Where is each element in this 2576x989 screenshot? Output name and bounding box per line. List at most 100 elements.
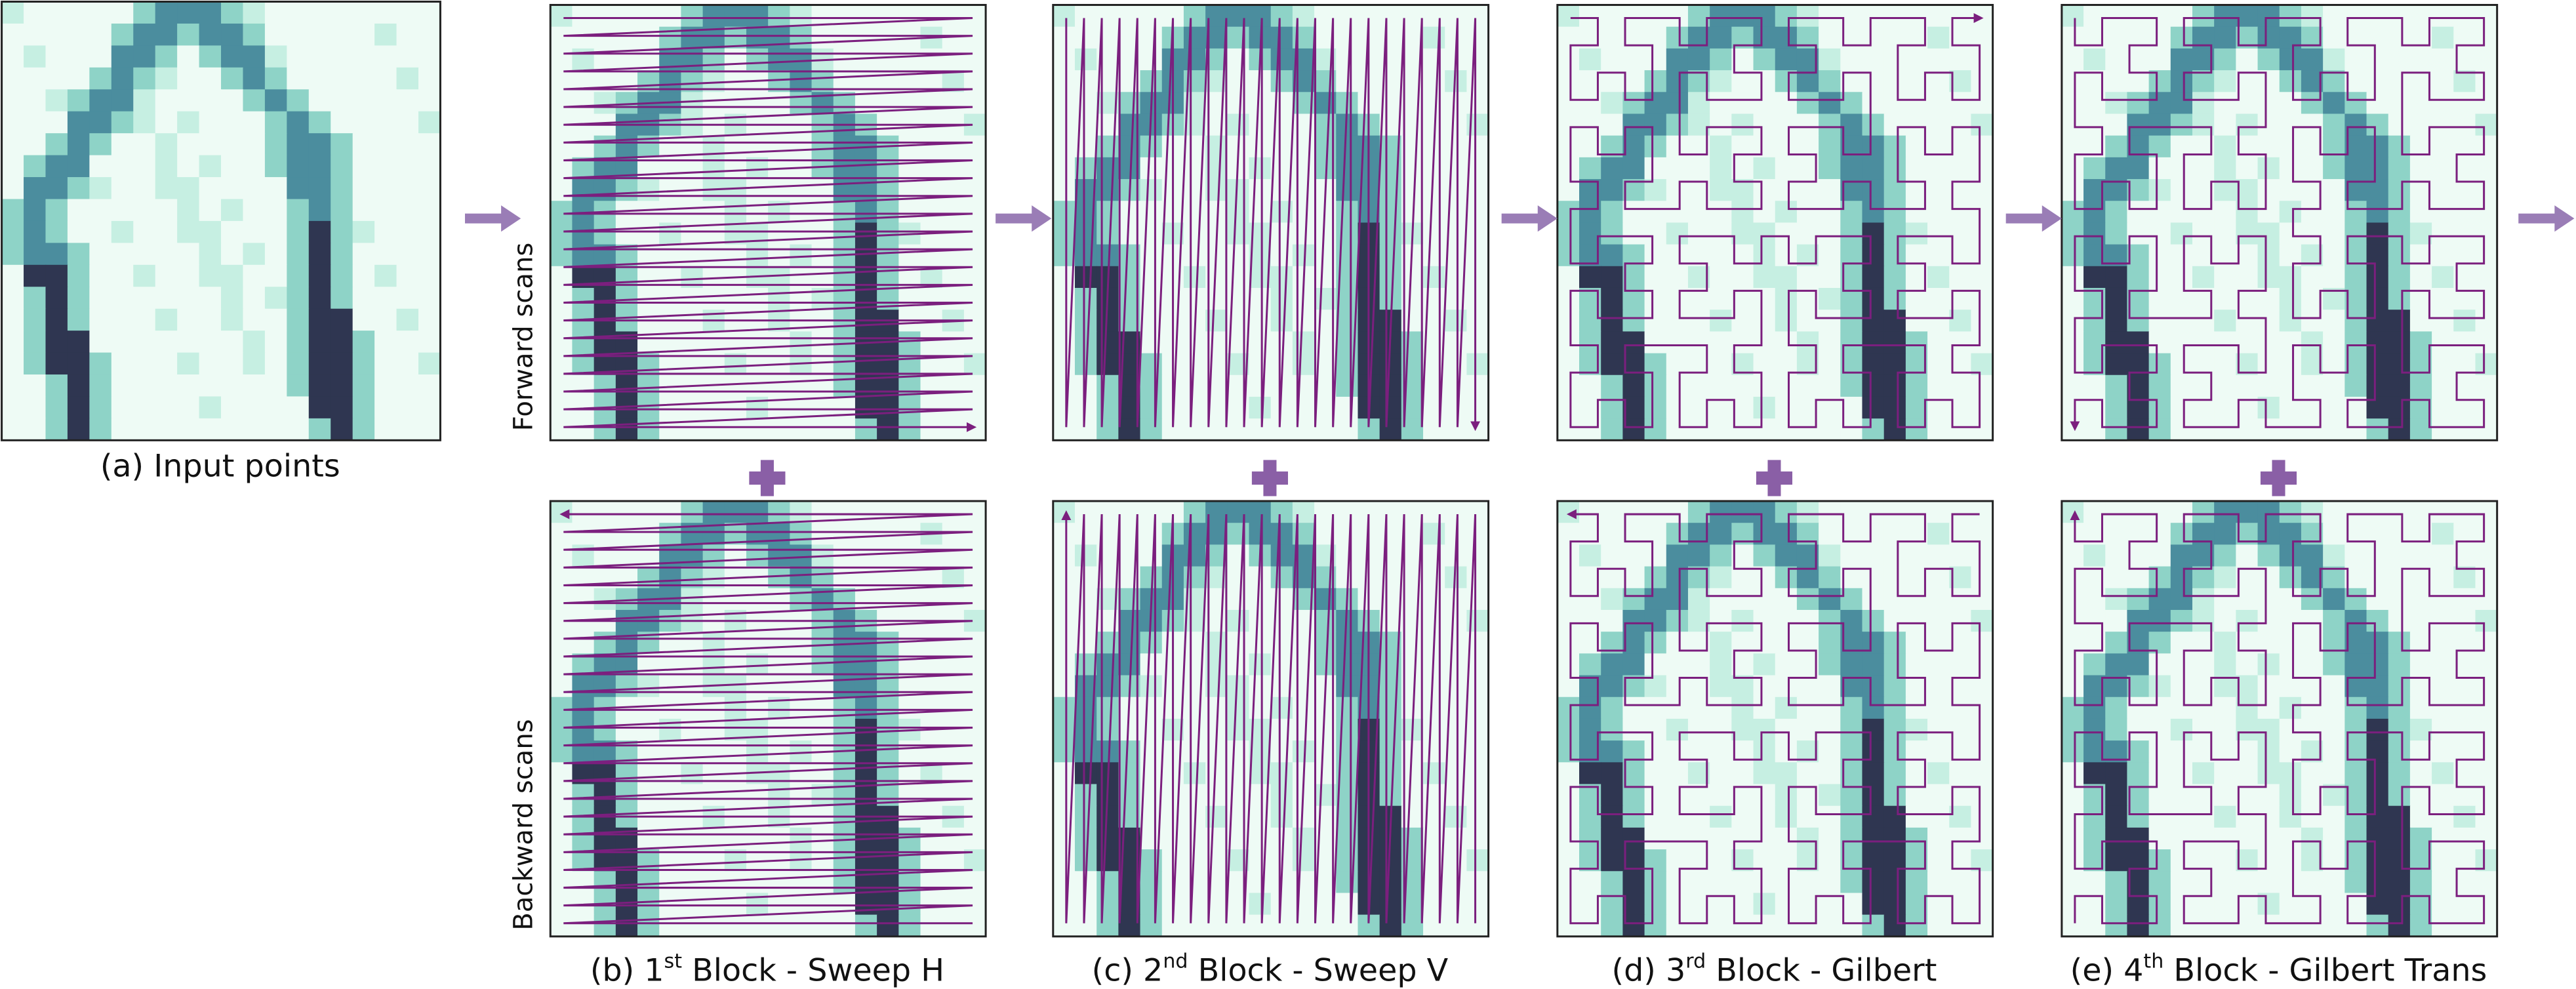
heat-cell <box>418 352 441 375</box>
heat-cell <box>920 827 943 850</box>
heat-cell <box>396 155 419 178</box>
heat-cell <box>550 784 573 807</box>
heat-cell <box>1183 784 1206 807</box>
heat-cell <box>374 418 397 441</box>
heat-cell <box>2061 544 2084 567</box>
heat-cell <box>1819 827 1841 850</box>
heat-cell <box>790 588 813 611</box>
heat-cell <box>2170 70 2193 93</box>
heat-cell <box>2148 5 2171 28</box>
heat-cell <box>877 740 900 763</box>
caption-sup: th <box>2143 950 2163 973</box>
heat-cell <box>746 331 769 354</box>
heat-cell <box>550 201 573 224</box>
heat-cell <box>1927 310 1950 333</box>
heat-cell <box>855 396 877 419</box>
heat-cell <box>2061 48 2084 71</box>
heat-cell <box>177 220 200 244</box>
heat-cell <box>2236 374 2259 397</box>
heat-cell <box>243 1 266 24</box>
heat-cell <box>1971 718 1994 741</box>
heat-cell <box>1710 157 1733 180</box>
heat-cell <box>2257 374 2280 397</box>
heat-cell <box>45 111 68 134</box>
heat-cell <box>1927 544 1950 567</box>
heat-cell <box>1840 310 1863 333</box>
heat-cell <box>724 827 747 850</box>
heat-cell <box>1687 871 1710 894</box>
heat-cell <box>2061 805 2084 828</box>
heat-cell <box>2061 588 2084 611</box>
heat-cell <box>1 308 24 331</box>
heat-cell <box>418 177 441 200</box>
heat-cell <box>2236 914 2259 937</box>
heat-cell <box>1971 266 1994 289</box>
heat-cell <box>594 222 616 245</box>
heat-cell <box>1819 675 1841 698</box>
heat-cell <box>2061 566 2084 589</box>
heat-cell <box>1336 48 1359 71</box>
heat-cell <box>637 696 660 719</box>
heat-cell <box>1445 632 1468 655</box>
heat-cell <box>2170 675 2193 698</box>
heat-cell <box>1840 157 1863 180</box>
heat-cell <box>2105 566 2128 589</box>
heat-cell <box>111 331 134 353</box>
heat-cell <box>1710 26 1733 49</box>
heat-cell <box>550 5 573 28</box>
heat-cell <box>2279 632 2302 655</box>
heat-cell <box>331 177 353 200</box>
heat-cell <box>1753 92 1776 115</box>
heat-cell <box>1249 92 1272 115</box>
heat-cell <box>1601 244 1624 267</box>
heat-cell <box>2366 501 2389 523</box>
heat-cell <box>2432 718 2455 741</box>
heat-cell <box>2279 718 2302 741</box>
heat-cell <box>1883 374 1906 397</box>
heat-cell <box>352 177 375 200</box>
heat-cell <box>2214 653 2237 676</box>
heat-cell <box>2475 762 2498 785</box>
heat-cell <box>1731 113 1754 136</box>
heat-cell <box>1971 179 1994 201</box>
heat-cell <box>1927 566 1950 589</box>
heat-cell <box>2083 653 2106 676</box>
heat-cell <box>2061 675 2084 698</box>
row-label: Forward scans <box>509 243 539 432</box>
heat-cell <box>1775 696 1798 719</box>
heat-cell <box>1753 179 1776 201</box>
heat-cell <box>1 155 24 178</box>
heat-cell <box>898 201 921 224</box>
heat-cell <box>1644 135 1667 158</box>
heat-cell <box>418 89 441 112</box>
heat-cell <box>2236 718 2259 741</box>
heat-cell <box>2236 805 2259 828</box>
heat-cell <box>1971 418 1994 441</box>
heat-cell <box>331 418 353 441</box>
heat-cell <box>920 5 943 28</box>
heat-cell <box>1053 740 1076 763</box>
heat-cell <box>1423 92 1445 115</box>
heat-cell <box>1862 675 1885 698</box>
heat-cell <box>1753 544 1776 567</box>
heat-cell <box>2127 310 2150 333</box>
heat-cell <box>877 26 900 49</box>
heat-cell <box>1445 396 1468 419</box>
heat-cell <box>942 893 965 916</box>
heat-cell <box>2148 179 2171 201</box>
heat-cell <box>1336 914 1359 937</box>
heat-cell <box>1601 26 1624 49</box>
heat-cell <box>177 374 200 397</box>
heat-cell <box>1862 222 1885 245</box>
heat-cell <box>2279 501 2302 523</box>
heat-cell <box>1710 179 1733 201</box>
heat-cell <box>396 287 419 310</box>
heat-cell <box>1796 70 1819 93</box>
heat-cell <box>2105 135 2128 158</box>
heat-cell <box>2388 5 2411 28</box>
heat-cell <box>2257 718 2280 741</box>
heat-cell <box>1601 5 1624 28</box>
heat-cell <box>221 287 244 310</box>
heat-cell <box>1753 48 1776 71</box>
heat-cell <box>2061 331 2084 354</box>
